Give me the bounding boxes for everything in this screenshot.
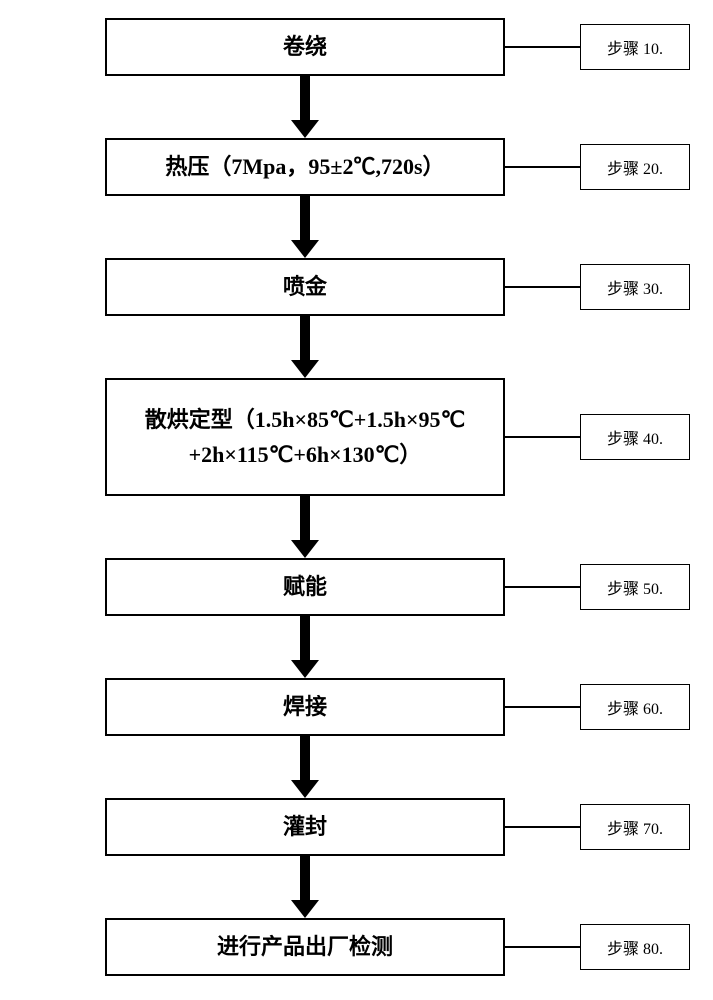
step-box-s1: 步骤 10. — [580, 24, 690, 70]
process-label: 喷金 — [283, 269, 327, 304]
process-label: 进行产品出厂检测 — [217, 929, 393, 964]
step-label: 步骤 60. — [607, 695, 663, 719]
step-box-s5: 步骤 50. — [580, 564, 690, 610]
process-box-s7: 灌封 — [105, 798, 505, 856]
process-label: 卷绕 — [283, 29, 327, 64]
step-box-s2: 步骤 20. — [580, 144, 690, 190]
step-label: 步骤 10. — [607, 35, 663, 59]
step-box-s7: 步骤 70. — [580, 804, 690, 850]
process-box-s8: 进行产品出厂检测 — [105, 918, 505, 976]
connector-s2 — [505, 166, 580, 168]
process-box-s6: 焊接 — [105, 678, 505, 736]
process-label: 热压（7Mpa，95±2℃,720s） — [165, 149, 444, 184]
flowchart-canvas: 卷绕 步骤 10. 热压（7Mpa，95±2℃,720s） 步骤 20. 喷金 步骤 30… — [0, 0, 713, 1000]
process-label: 焊接 — [283, 689, 327, 724]
process-label: 散烘定型（1.5h×85℃+1.5h×95℃+2h×115℃+6h×130℃） — [115, 402, 495, 472]
process-box-s3: 喷金 — [105, 258, 505, 316]
connector-s1 — [505, 46, 580, 48]
connector-s4 — [505, 436, 580, 438]
process-label: 赋能 — [283, 569, 327, 604]
process-box-s2: 热压（7Mpa，95±2℃,720s） — [105, 138, 505, 196]
connector-s8 — [505, 946, 580, 948]
step-label: 步骤 80. — [607, 935, 663, 959]
step-label: 步骤 50. — [607, 575, 663, 599]
connector-s5 — [505, 586, 580, 588]
step-label: 步骤 30. — [607, 275, 663, 299]
connector-s7 — [505, 826, 580, 828]
process-label: 灌封 — [283, 809, 327, 844]
process-box-s4: 散烘定型（1.5h×85℃+1.5h×95℃+2h×115℃+6h×130℃） — [105, 378, 505, 496]
process-box-s1: 卷绕 — [105, 18, 505, 76]
step-box-s4: 步骤 40. — [580, 414, 690, 460]
step-box-s8: 步骤 80. — [580, 924, 690, 970]
step-label: 步骤 40. — [607, 425, 663, 449]
process-box-s5: 赋能 — [105, 558, 505, 616]
step-label: 步骤 70. — [607, 815, 663, 839]
step-label: 步骤 20. — [607, 155, 663, 179]
connector-s6 — [505, 706, 580, 708]
connector-s3 — [505, 286, 580, 288]
step-box-s6: 步骤 60. — [580, 684, 690, 730]
step-box-s3: 步骤 30. — [580, 264, 690, 310]
